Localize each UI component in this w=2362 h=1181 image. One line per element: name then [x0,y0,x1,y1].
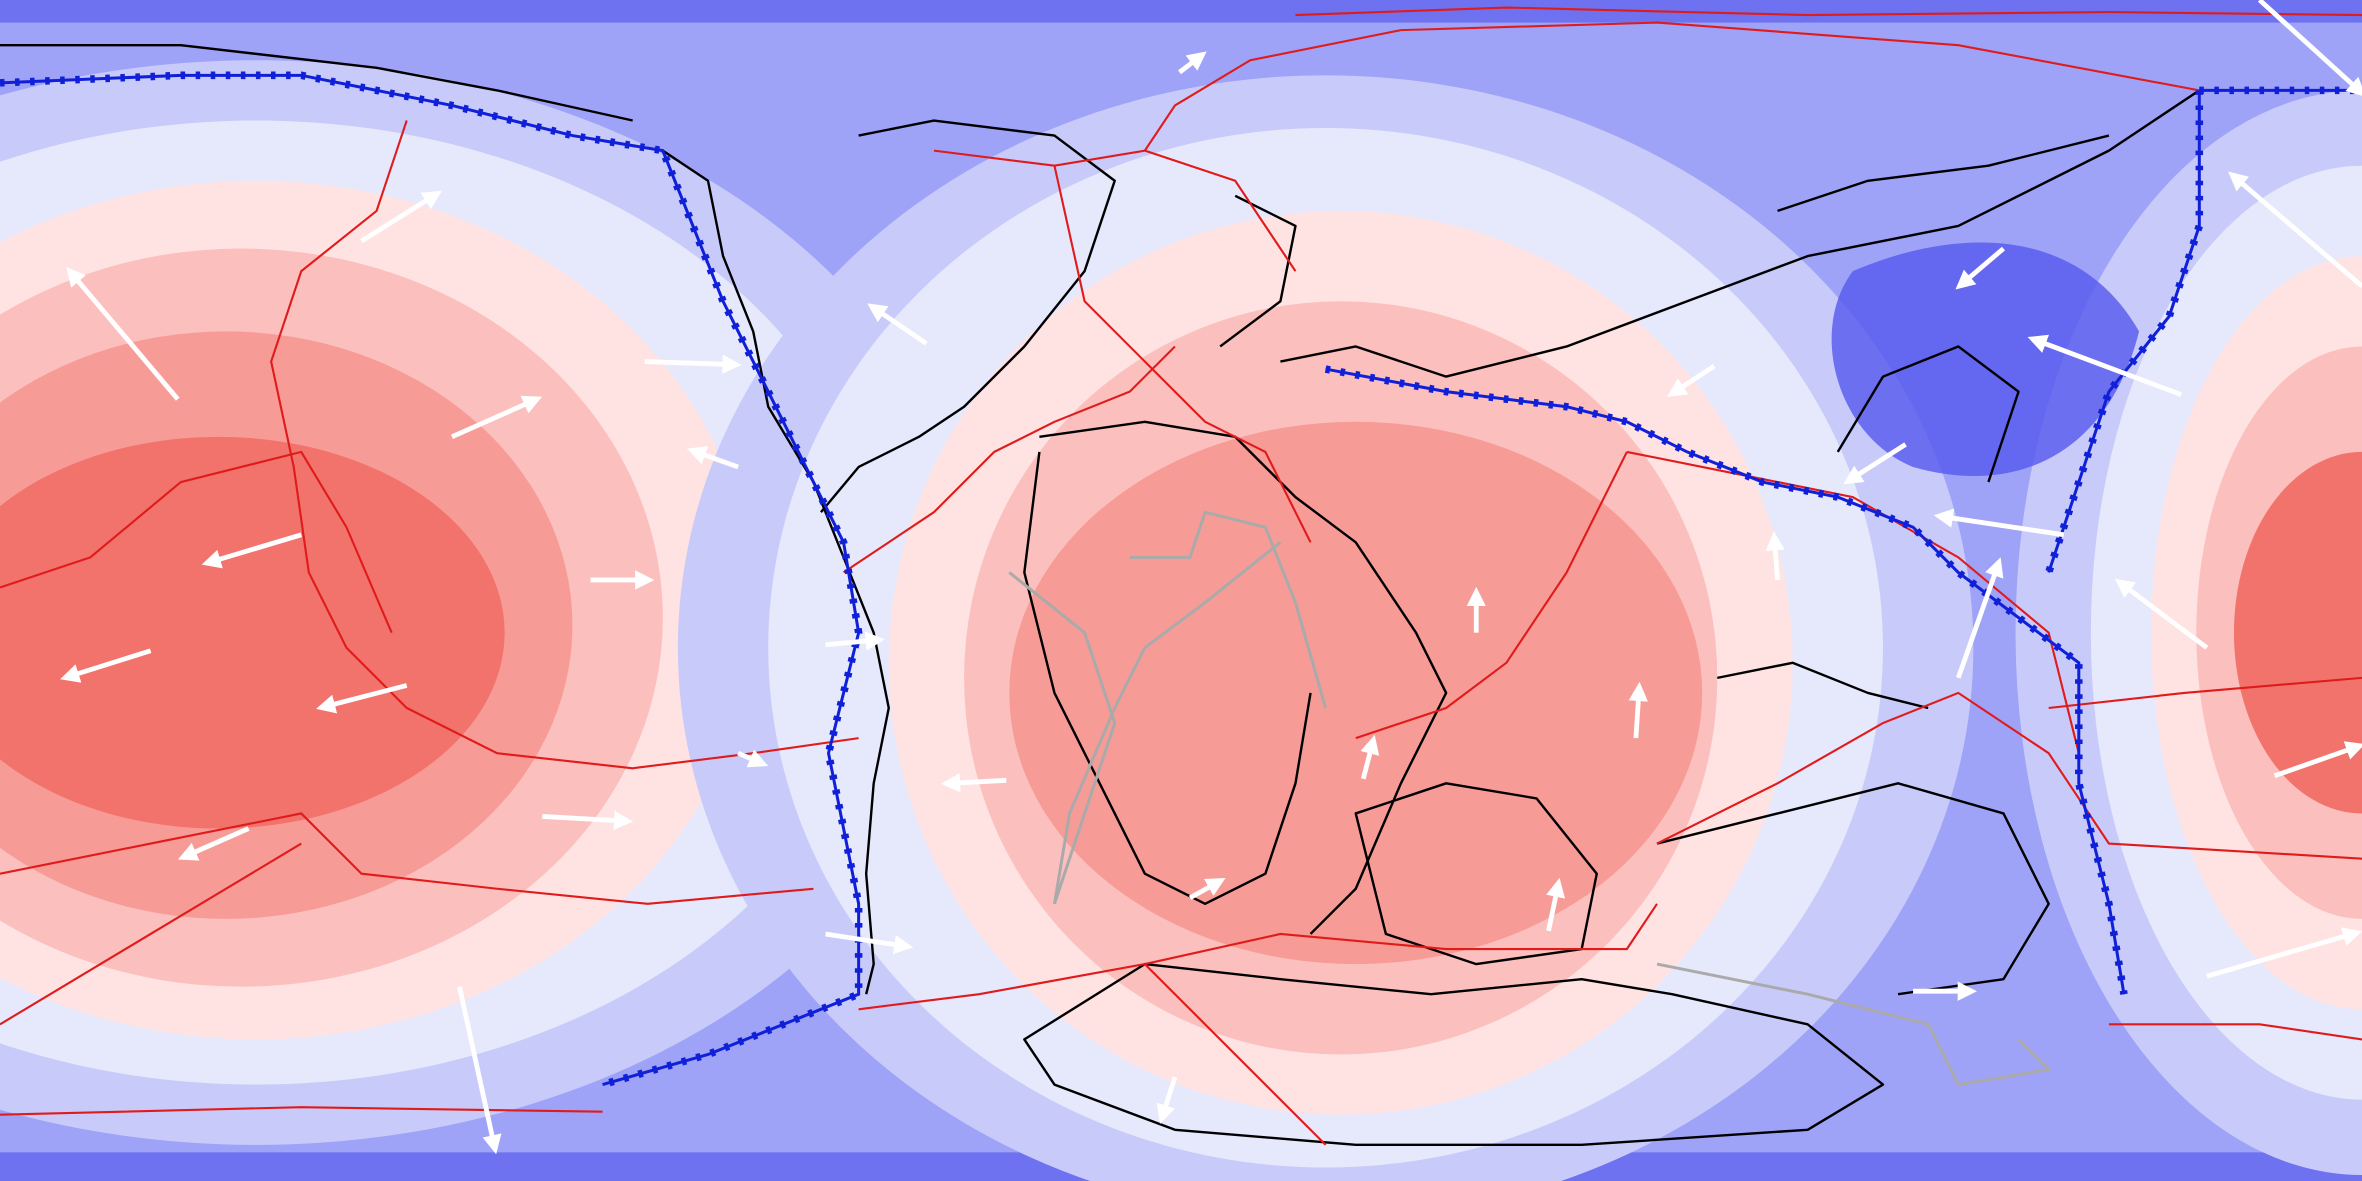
velocity-arrows [60,0,2362,1155]
subduction-zones [0,71,2362,1089]
old-boundaries [1008,510,2052,1087]
coastlines [0,43,2200,1147]
plate-boundaries [0,6,2362,1146]
